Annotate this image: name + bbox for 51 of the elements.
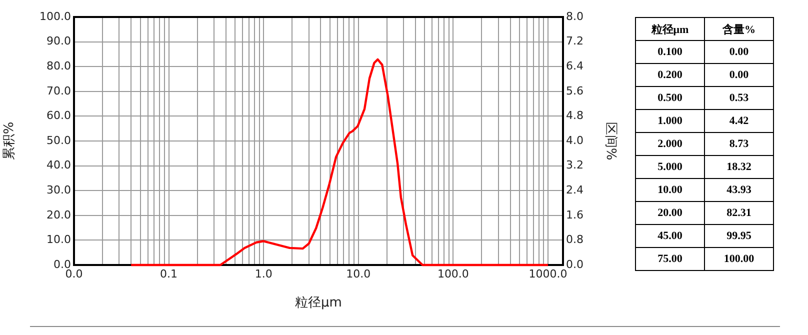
y-tick-label: 50.0 <box>46 134 71 147</box>
y2-tick-label: 0.8 <box>566 233 584 246</box>
y-tick-label: 70.0 <box>46 84 71 98</box>
y-tick-label: 100.0 <box>40 10 71 23</box>
y2-tick-label: 4.8 <box>566 109 584 122</box>
data-label: 0.00 <box>704 64 774 86</box>
y2-tick-label: 3.2 <box>566 158 584 172</box>
data-label: 0.53 <box>704 86 774 110</box>
y-tick-label: 40.0 <box>46 158 71 172</box>
data-label: 8.73 <box>704 132 774 156</box>
category-label: 75.00 <box>636 248 704 270</box>
data-label: 100.00 <box>704 248 774 270</box>
x-tick-label: 10.0 <box>346 267 371 280</box>
x-tick-label: 1000.0 <box>528 267 568 280</box>
x-axis-title: 粒径μm <box>295 296 342 311</box>
y2-tick-label: 0.0 <box>566 258 584 271</box>
data-label: 4.42 <box>704 110 774 132</box>
category-label: 0.100 <box>636 40 704 64</box>
y2-tick-label: 8.0 <box>566 10 584 23</box>
y2-tick-label: 5.6 <box>566 84 584 98</box>
text: 含量% <box>704 18 774 40</box>
category-label: 10.00 <box>636 178 704 202</box>
y-tick-label: 80.0 <box>46 59 71 72</box>
y-tick-label: 60.0 <box>46 109 71 122</box>
category-label: 20.00 <box>636 202 704 224</box>
x-tick-label: 100.0 <box>437 267 469 280</box>
data-label: 18.32 <box>704 156 774 178</box>
category-label: 0.200 <box>636 64 704 86</box>
x-tick-label: 0.1 <box>160 267 178 280</box>
y-tick-label: 30.0 <box>46 183 71 196</box>
category-label: 2.000 <box>636 132 704 156</box>
data-label: 99.95 <box>704 224 774 248</box>
y-axis-title: 累积% <box>2 122 18 160</box>
data-label: 43.93 <box>704 178 774 202</box>
data-label: 82.31 <box>704 202 774 224</box>
y-tick-label: 10.0 <box>46 233 71 246</box>
y2-tick-label: 2.4 <box>566 183 584 196</box>
y-tick-label: 20.0 <box>46 208 71 222</box>
category-label: 1.000 <box>636 110 704 132</box>
category-label: 0.500 <box>636 86 704 110</box>
x-tick-label: 1.0 <box>254 267 272 280</box>
category-label: 45.00 <box>636 224 704 248</box>
y2-axis-title: 区间% <box>602 122 618 160</box>
y-tick-label: 90.0 <box>46 34 71 48</box>
data-label: 0.00 <box>704 40 774 64</box>
category-label: 5.000 <box>636 156 704 178</box>
text: 粒径μm <box>636 18 704 40</box>
y2-tick-label: 7.2 <box>566 34 584 48</box>
y2-tick-label: 4.0 <box>566 134 584 147</box>
y2-tick-label: 6.4 <box>566 59 584 72</box>
y2-tick-label: 1.6 <box>566 208 584 222</box>
